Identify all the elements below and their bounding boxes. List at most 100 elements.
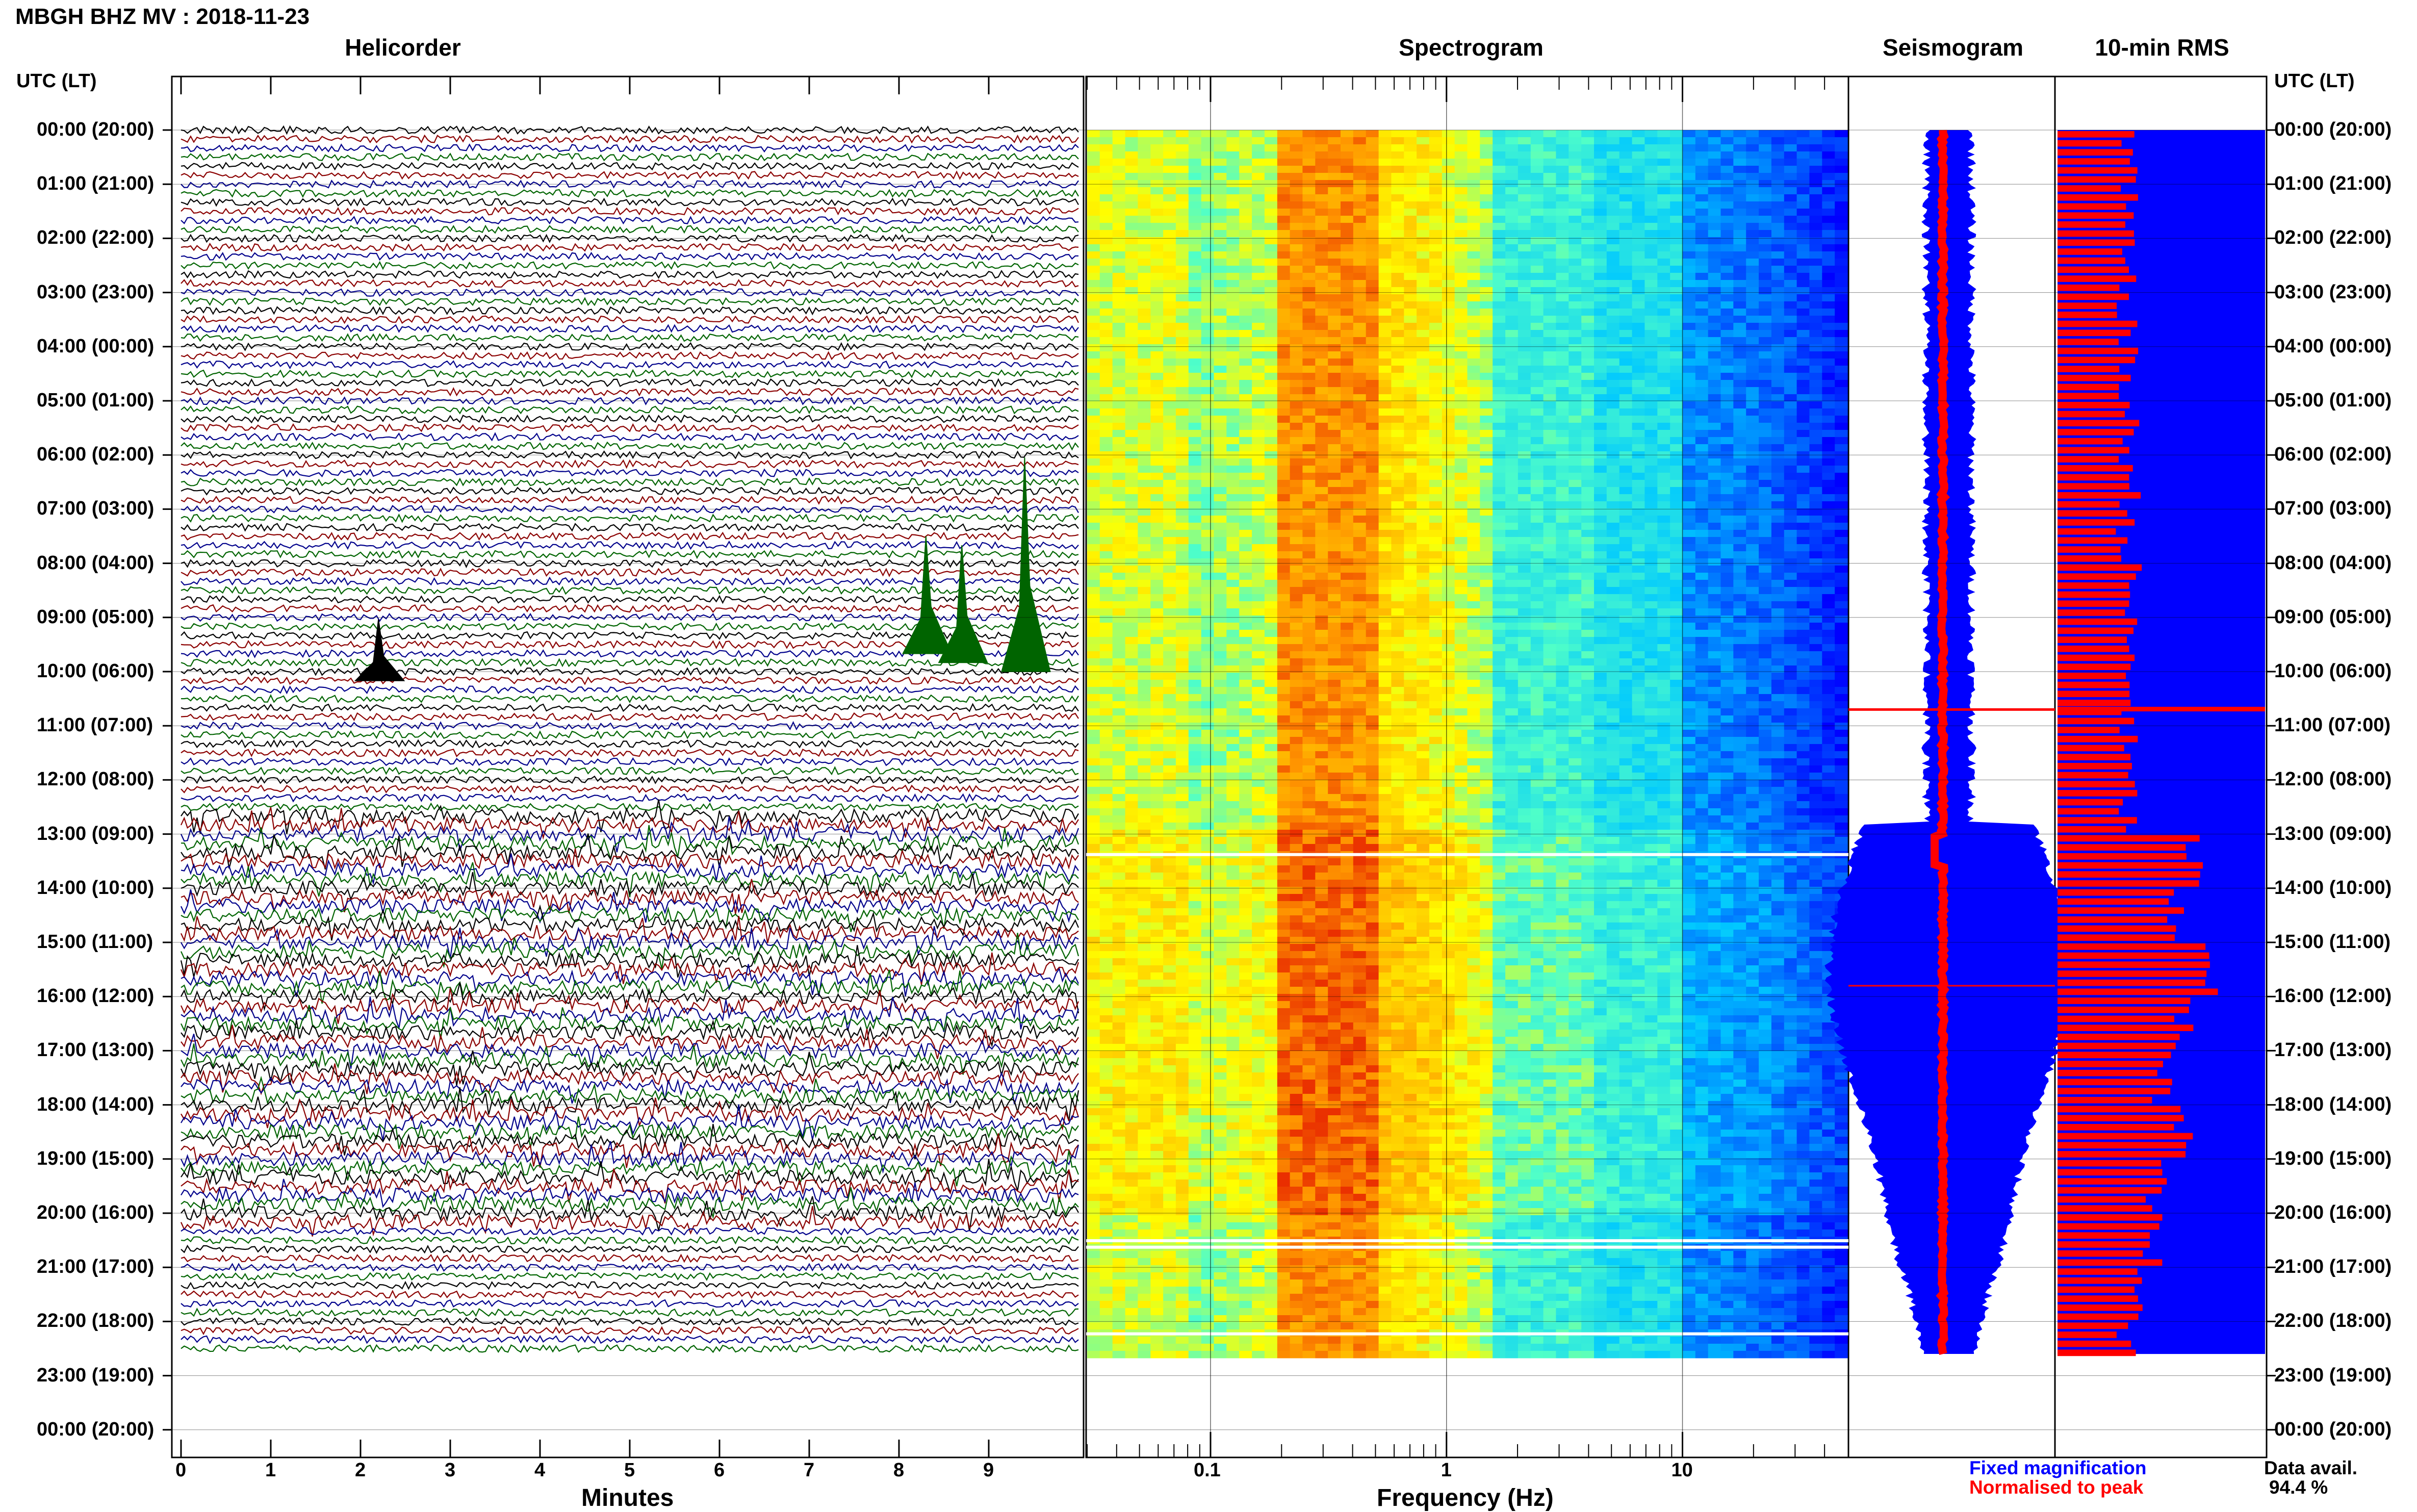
time-label-left: 22:00 (18:00) (37, 1310, 154, 1332)
time-label-left: 05:00 (01:00) (37, 390, 154, 412)
time-label-right: 05:00 (01:00) (2274, 390, 2392, 412)
helicorder-tick-label: 9 (983, 1459, 994, 1481)
rms-bar (2058, 997, 2190, 1004)
time-label-right: 13:00 (09:00) (2274, 823, 2392, 845)
rms-bar (2058, 267, 2129, 273)
rms-bar (2058, 357, 2135, 364)
spectrogram-gap (1086, 1332, 1848, 1336)
helicorder-tick-label: 3 (445, 1459, 455, 1481)
rms-bar (2058, 537, 2127, 544)
rms-bar (2058, 646, 2129, 652)
rms-bar (2058, 835, 2200, 842)
rms-bar (2058, 871, 2200, 878)
rms-bar (2058, 980, 2205, 986)
rms-bar (2058, 212, 2133, 219)
rms-bar (2058, 880, 2199, 887)
rms-bar (2058, 1350, 2136, 1356)
rms-bar (2058, 1331, 2117, 1338)
rms-bar (2058, 1232, 2150, 1239)
rms-bar (2058, 1079, 2172, 1086)
rms-bar (2058, 628, 2133, 634)
rms-bar (2058, 294, 2129, 300)
rms-bar (2058, 700, 2130, 706)
time-label-left: 09:00 (05:00) (37, 606, 154, 628)
helicorder-xlabel: Minutes (581, 1484, 674, 1512)
rms-bar (2058, 600, 2129, 607)
time-label-right: 10:00 (06:00) (2274, 660, 2392, 682)
rms-bar (2058, 194, 2138, 201)
time-label-right: 03:00 (23:00) (2274, 281, 2392, 303)
time-label-right: 01:00 (21:00) (2274, 173, 2392, 195)
time-label-right: 21:00 (17:00) (2274, 1256, 2392, 1278)
spectrogram-tick-label: 10 (1672, 1459, 1693, 1481)
time-label-right: 07:00 (03:00) (2274, 498, 2392, 520)
rms-bar (2058, 1070, 2157, 1077)
data-avail-label: Data avail. (2264, 1457, 2357, 1479)
rms-bar (2058, 655, 2135, 661)
rms-bar (2058, 790, 2137, 797)
time-label-right: 11:00 (07:00) (2274, 714, 2390, 736)
rms-bar (2058, 1007, 2189, 1013)
rms-bar (2058, 926, 2176, 932)
rms-bar (2058, 592, 2130, 598)
rms-bar (2058, 736, 2138, 742)
rms-bar (2058, 1205, 2152, 1212)
rms-bar (2058, 682, 2129, 688)
time-label-left: 17:00 (13:00) (37, 1039, 154, 1061)
rms-bar (2058, 1097, 2152, 1104)
rms-bar (2058, 817, 2137, 824)
spectrogram-heatmap (1087, 130, 1848, 1359)
rms-bar (2058, 555, 2121, 562)
rms-bar (2058, 1178, 2167, 1185)
spectrogram-gap (1086, 1246, 1848, 1249)
rms-bar (2058, 149, 2133, 156)
rms-bar (2058, 258, 2125, 264)
time-label-right: 06:00 (02:00) (2274, 444, 2392, 466)
time-label-right: 00:00 (20:00) (2274, 1419, 2392, 1441)
rms-bar (2058, 1133, 2193, 1140)
legend-normalised: Normalised to peak (1969, 1477, 2143, 1498)
time-label-right: 12:00 (08:00) (2274, 768, 2392, 790)
time-label-right: 20:00 (16:00) (2274, 1202, 2392, 1224)
rms-bar (2058, 754, 2130, 760)
time-label-left: 10:00 (06:00) (37, 660, 154, 682)
rms-bar (2058, 1196, 2146, 1203)
rms-bar (2058, 1142, 2186, 1148)
rms-bar (2058, 1088, 2170, 1094)
rms-bar (2058, 565, 2142, 571)
rms-bar (2058, 366, 2119, 372)
rms-bar (2058, 1341, 2131, 1347)
rms-bar (2058, 339, 2119, 345)
rms-bar (2058, 384, 2119, 391)
time-label-right: 15:00 (11:00) (2274, 931, 2390, 953)
time-label-right: 08:00 (04:00) (2274, 552, 2392, 574)
rms-bar (2058, 953, 2209, 959)
rms-bar (2058, 1214, 2163, 1221)
rms-bar (2058, 799, 2123, 806)
spectrogram-gap (1086, 853, 1848, 856)
rms-bar (2058, 907, 2184, 914)
rms-spike (2058, 707, 2265, 711)
rms-bar (2058, 501, 2120, 508)
rms-bar (2058, 519, 2135, 526)
time-label-left: 12:00 (08:00) (37, 768, 154, 790)
rms-bar (2058, 989, 2218, 995)
rms-bar (2058, 1277, 2142, 1284)
time-label-left: 13:00 (09:00) (37, 823, 154, 845)
rms-bar (2058, 302, 2117, 309)
time-label-left: 04:00 (00:00) (37, 336, 154, 357)
data-avail-value: 94.4 % (2269, 1477, 2328, 1498)
spectrogram-tick-label: 0.1 (1194, 1459, 1221, 1481)
time-label-right: 19:00 (15:00) (2274, 1148, 2392, 1170)
time-label-left: 00:00 (20:00) (37, 1419, 154, 1441)
rms-bar (2058, 1268, 2138, 1275)
helicorder-tick-label: 0 (175, 1459, 186, 1481)
time-label-right: 02:00 (22:00) (2274, 227, 2392, 249)
rms-bar (2058, 826, 2126, 833)
rms-bar (2058, 673, 2126, 679)
rms-bar (2058, 1106, 2180, 1113)
time-label-right: 04:00 (00:00) (2274, 336, 2392, 357)
rms-bar (2058, 1024, 2193, 1031)
time-label-right: 00:00 (20:00) (2274, 119, 2392, 141)
rms-bar (2058, 745, 2124, 752)
